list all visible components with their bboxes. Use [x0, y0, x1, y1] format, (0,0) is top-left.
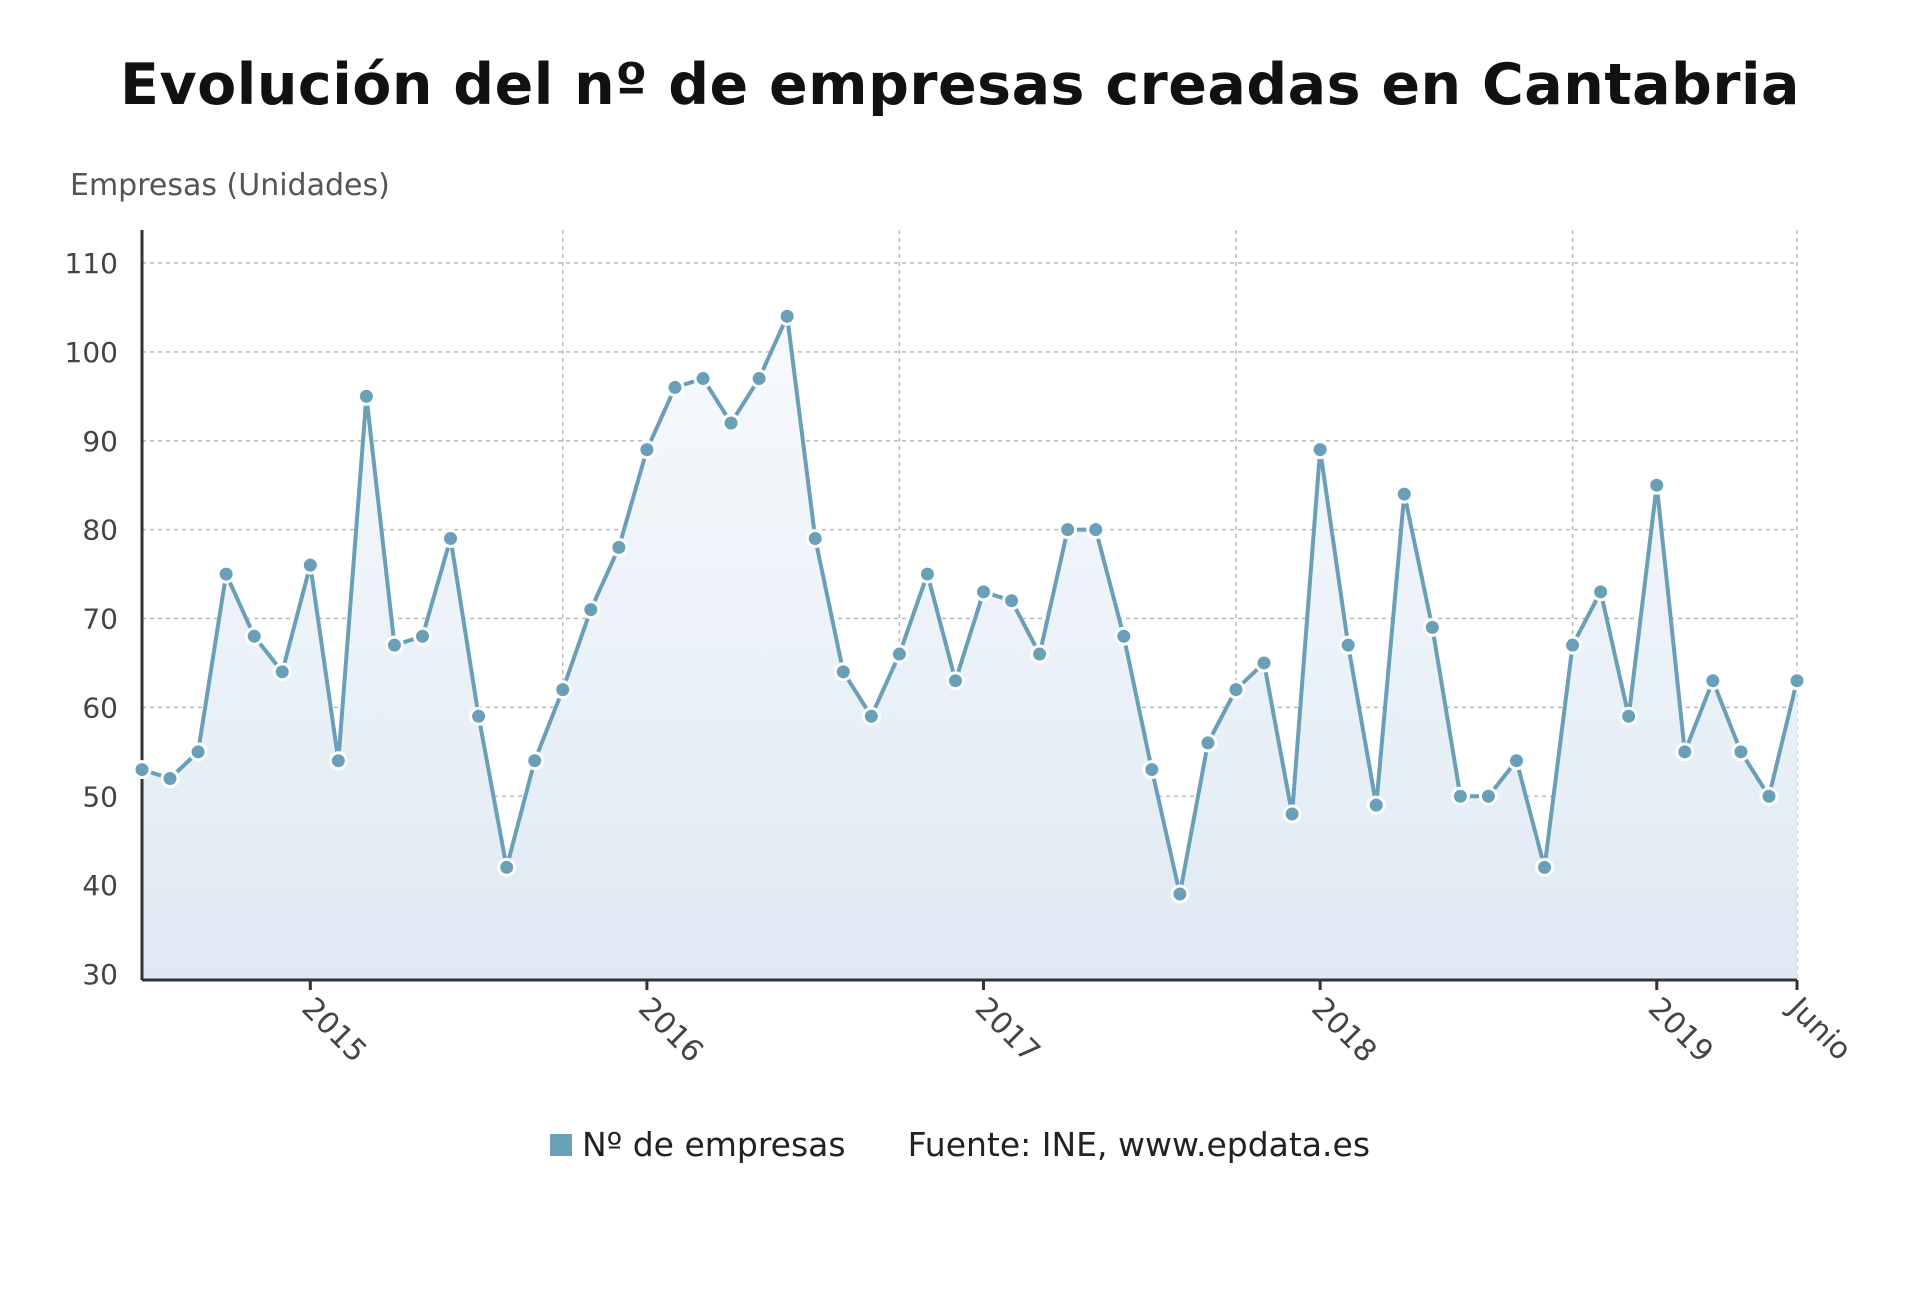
data-point [160, 768, 180, 788]
data-point [497, 857, 517, 877]
source-note: Fuente: INE, www.epdata.es [907, 1125, 1371, 1164]
data-point [805, 529, 825, 549]
y-tick-label: 70 [82, 603, 118, 636]
data-point [216, 564, 236, 584]
data-point [1338, 635, 1358, 655]
x-tick-label: 2018 [1304, 991, 1383, 1070]
data-point [974, 582, 994, 602]
data-point [917, 564, 937, 584]
data-point [1170, 884, 1190, 904]
data-point [1591, 582, 1611, 602]
data-point [1506, 751, 1526, 771]
data-points [132, 306, 1807, 904]
data-point [609, 537, 629, 557]
data-point [328, 751, 348, 771]
data-point [132, 760, 152, 780]
y-axis-label: Empresas (Unidades) [70, 168, 390, 203]
data-point [637, 440, 657, 460]
data-point [833, 662, 853, 682]
data-point [1787, 671, 1807, 691]
data-point [1619, 706, 1639, 726]
data-point [356, 386, 376, 406]
data-point [1282, 804, 1302, 824]
x-tick-label: 2015 [295, 991, 374, 1070]
data-point [469, 706, 489, 726]
data-point [861, 706, 881, 726]
data-point [1226, 680, 1246, 700]
y-tick-label: 90 [82, 425, 118, 458]
data-point [1535, 857, 1555, 877]
data-point [1563, 635, 1583, 655]
data-point [1703, 671, 1723, 691]
data-point [300, 555, 320, 575]
data-point [945, 671, 965, 691]
data-point [693, 369, 713, 389]
data-point [581, 600, 601, 620]
x-tick-label: 2019 [1641, 991, 1720, 1070]
data-point [1058, 520, 1078, 540]
axes [140, 230, 1797, 982]
y-tick-label: 30 [82, 958, 118, 991]
data-point [384, 635, 404, 655]
data-point [441, 529, 461, 549]
data-point [665, 377, 685, 397]
y-tick-labels: 30 40 50 60 70 80 90 100 110 [65, 247, 118, 991]
data-point [1422, 617, 1442, 637]
data-point [553, 680, 573, 700]
data-point [1002, 591, 1022, 611]
data-point [272, 662, 292, 682]
data-point [1310, 440, 1330, 460]
legend-label: Nº de empresas [581, 1125, 846, 1164]
data-point [1675, 742, 1695, 762]
y-tick-label: 60 [82, 691, 118, 724]
x-tick-label: Junio [1780, 989, 1858, 1067]
data-point [721, 413, 741, 433]
chart-title: Evolución del nº de empresas creadas en … [120, 52, 1800, 118]
data-point [1114, 626, 1134, 646]
data-point [1366, 795, 1386, 815]
area-fill [142, 316, 1797, 980]
area-fill-shape [142, 316, 1797, 980]
y-tick-label: 110 [65, 247, 118, 280]
data-point [1731, 742, 1751, 762]
y-tick-label: 80 [82, 514, 118, 547]
x-tick-labels: 2015 2016 2017 2018 2019 Junio [295, 980, 1858, 1070]
y-tick-label: 40 [82, 869, 118, 902]
data-point [1647, 475, 1667, 495]
data-point [525, 751, 545, 771]
legend-swatch-icon [549, 1133, 572, 1156]
legend-item-series: Nº de empresas [549, 1125, 846, 1164]
data-point [777, 306, 797, 326]
data-point [1254, 653, 1274, 673]
legend: Nº de empresas Fuente: INE, www.epdata.e… [0, 1125, 1920, 1164]
data-point [1198, 733, 1218, 753]
data-point [1478, 786, 1498, 806]
data-point [1086, 520, 1106, 540]
data-point [1030, 644, 1050, 664]
data-point [413, 626, 433, 646]
data-point [244, 626, 264, 646]
data-point [1759, 786, 1779, 806]
y-tick-label: 100 [65, 336, 118, 369]
data-point [889, 644, 909, 664]
data-point [749, 369, 769, 389]
data-point [188, 742, 208, 762]
x-tick-label: 2017 [968, 991, 1047, 1070]
x-tick-label: 2016 [631, 991, 710, 1070]
data-point [1394, 484, 1414, 504]
y-tick-label: 50 [82, 780, 118, 813]
data-point [1450, 786, 1470, 806]
data-point [1142, 760, 1162, 780]
